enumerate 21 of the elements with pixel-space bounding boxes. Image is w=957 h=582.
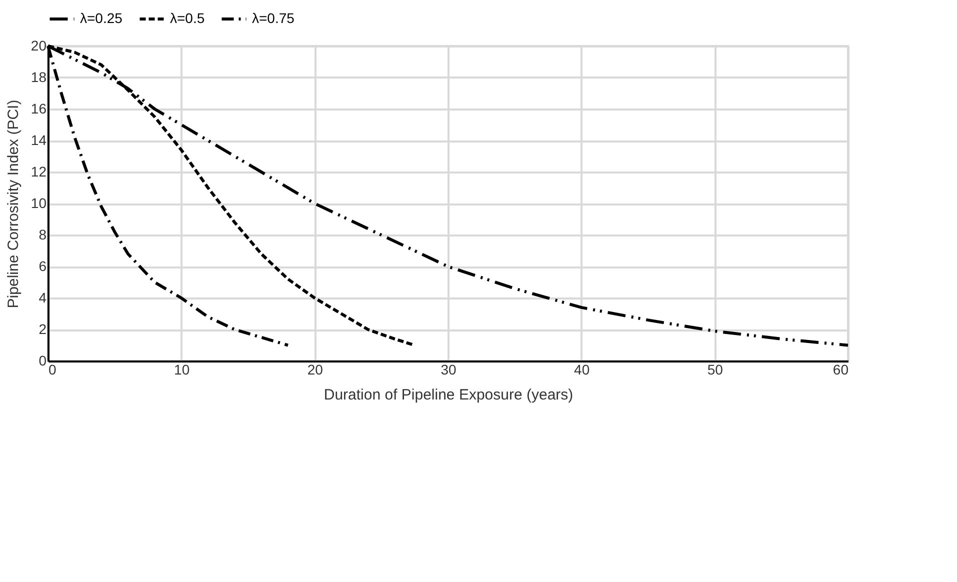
x-tick-label: 30 (440, 362, 456, 378)
y-tick-label: 16 (30, 100, 47, 116)
x-tick-label: 60 (832, 362, 849, 378)
legend-label: λ=0.5 (170, 10, 205, 26)
y-tick-label: 12 (30, 164, 47, 180)
y-tick-label: 2 (38, 321, 47, 337)
y-tick-label: 4 (38, 290, 47, 306)
x-tick-label: 10 (174, 362, 190, 378)
y-tick-label: 20 (30, 38, 47, 54)
legend-label: λ=0.25 (80, 10, 123, 26)
y-tick-label: 6 (38, 258, 47, 274)
y-tick-label: 14 (30, 132, 47, 148)
y-tick-label: 18 (30, 69, 47, 85)
y-tick-label: 10 (30, 195, 47, 211)
x-tick-label: 20 (307, 362, 324, 378)
x-tick-label: 50 (707, 362, 724, 378)
x-tick-label: 40 (574, 362, 590, 378)
y-axis-title: Pipeline Corrosivity Index (PCI) (4, 100, 22, 308)
y-tick-label: 8 (38, 226, 47, 242)
x-axis-title: Duration of Pipeline Exposure (years) (324, 386, 574, 404)
legend-label: λ=0.75 (252, 10, 295, 26)
